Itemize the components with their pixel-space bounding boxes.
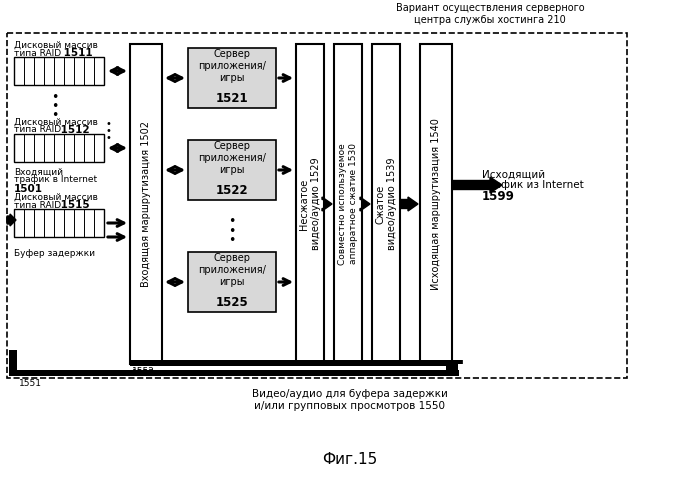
Text: 1511: 1511: [60, 48, 93, 58]
FancyArrow shape: [7, 214, 16, 226]
Bar: [130, 360, 452, 366]
Text: 1599: 1599: [482, 190, 515, 203]
Bar: [130, 363, 162, 364]
Text: •: •: [51, 91, 59, 103]
Bar: [9, 350, 17, 376]
Text: типа RAID: типа RAID: [14, 201, 61, 209]
FancyArrow shape: [452, 177, 502, 193]
Bar: [14, 209, 104, 237]
Text: •: •: [51, 109, 59, 122]
Text: •: •: [105, 126, 111, 136]
Bar: [296, 44, 324, 364]
Bar: [188, 140, 276, 200]
Text: Несжатое
видео/аудио 1529: Несжатое видео/аудио 1529: [299, 158, 321, 251]
Text: трафик в Internet: трафик в Internet: [14, 175, 97, 184]
Text: •: •: [51, 100, 59, 113]
Text: •: •: [229, 216, 236, 228]
Text: 1515: 1515: [57, 200, 89, 210]
Text: Сервер
приложения/
игры: Сервер приложения/ игры: [198, 49, 266, 82]
Text: 1552: 1552: [132, 367, 155, 376]
Text: типа RAID: типа RAID: [14, 48, 61, 57]
Text: 1552: 1552: [132, 368, 155, 377]
Text: Дисковый массив: Дисковый массив: [14, 41, 98, 49]
Text: Фиг.15: Фиг.15: [322, 453, 377, 468]
Bar: [188, 252, 276, 312]
Text: •: •: [229, 225, 236, 238]
Text: 1551: 1551: [19, 378, 42, 388]
Text: Входящий: Входящий: [14, 168, 63, 176]
Text: Вариант осуществления серверного
центра службы хостинга 210: Вариант осуществления серверного центра …: [396, 3, 584, 25]
Text: Сервер
приложения/
игры: Сервер приложения/ игры: [198, 253, 266, 286]
FancyArrow shape: [322, 197, 332, 211]
Bar: [446, 360, 458, 376]
Bar: [188, 48, 276, 108]
Bar: [7, 33, 627, 378]
Text: 1521: 1521: [216, 91, 248, 104]
Bar: [372, 44, 400, 364]
Text: •: •: [105, 119, 111, 129]
Text: 1501: 1501: [14, 184, 43, 194]
Text: Входящая маршрутизация 1502: Входящая маршрутизация 1502: [141, 121, 151, 287]
Bar: [14, 57, 104, 85]
Text: 1525: 1525: [215, 296, 248, 308]
Text: Дисковый массив: Дисковый массив: [14, 193, 98, 202]
Text: Дисковый массив: Дисковый массив: [14, 117, 98, 126]
Text: 1522: 1522: [216, 183, 248, 196]
FancyArrow shape: [360, 197, 370, 211]
Bar: [14, 134, 104, 162]
Bar: [334, 44, 362, 364]
Text: Сжатое
видео/аудио 1539: Сжатое видео/аудио 1539: [375, 158, 397, 250]
Text: 1512: 1512: [57, 125, 89, 135]
Bar: [130, 44, 162, 364]
Bar: [9, 370, 459, 376]
Text: Видео/аудио для буфера задержки
и/или групповых просмотров 1550: Видео/аудио для буфера задержки и/или гр…: [252, 389, 448, 411]
Text: Исходящая маршрутизация 1540: Исходящая маршрутизация 1540: [431, 118, 441, 290]
Text: •: •: [105, 133, 111, 143]
Text: Исходящий: Исходящий: [482, 170, 545, 180]
Bar: [420, 44, 452, 364]
Text: Совместно используемое
аппаратное сжатие 1530: Совместно используемое аппаратное сжатие…: [338, 143, 358, 265]
Text: трафик из Internet: трафик из Internet: [482, 180, 584, 190]
Text: •: •: [229, 233, 236, 247]
Text: типа RAID: типа RAID: [14, 125, 61, 135]
Text: Сервер
приложения/
игры: Сервер приложения/ игры: [198, 141, 266, 175]
FancyArrow shape: [400, 197, 418, 211]
Text: Буфер задержки: Буфер задержки: [14, 249, 95, 258]
